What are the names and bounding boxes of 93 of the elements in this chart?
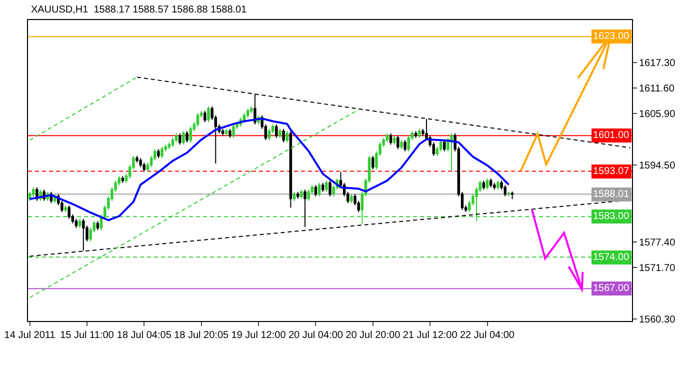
candlestick (482, 180, 486, 190)
candlestick (507, 191, 510, 197)
candlestick (275, 124, 278, 138)
candlestick (392, 135, 396, 146)
candlestick (414, 130, 418, 138)
candlestick (207, 106, 210, 123)
candlestick (232, 124, 235, 138)
candlestick (246, 108, 250, 118)
candlestick (289, 130, 292, 208)
candlestick (304, 189, 306, 228)
candlestick (350, 194, 353, 204)
candlestick (296, 191, 300, 200)
y-tick-label: 1577.40 (639, 237, 676, 248)
candlestick (32, 186, 35, 197)
x-tick-label: 15 Jul 11:00 (60, 330, 114, 341)
candlestick (439, 140, 442, 152)
candlestick (189, 126, 192, 143)
candlestick (328, 180, 332, 197)
candlestick (489, 178, 492, 188)
ref-line-label: 1583.00 (593, 211, 630, 222)
candlestick (404, 140, 406, 152)
candlestick (442, 140, 446, 152)
candlestick (228, 128, 232, 138)
candlestick (386, 132, 389, 143)
candlestick (224, 128, 228, 136)
candlestick (74, 218, 78, 228)
candlestick (78, 218, 82, 228)
candlestick (292, 191, 296, 202)
y-tick-label: 1605.90 (639, 109, 676, 120)
x-tick-label: 18 Jul 04:05 (116, 330, 172, 341)
candlestick (372, 155, 374, 170)
candlestick (396, 135, 400, 150)
chart-title: XAUUSD,H1 1588.17 1588.57 1586.88 1588.01 (30, 4, 248, 16)
candlestick (121, 176, 124, 184)
x-tick-label: 20 Jul 20:00 (346, 330, 401, 341)
ref-line-label: 1623.00 (593, 31, 630, 42)
candlestick (389, 132, 392, 146)
ref-line-label: 1567.00 (593, 283, 630, 294)
candlestick (174, 132, 178, 143)
candlestick (510, 191, 514, 200)
y-tick-label: 1560.30 (639, 314, 676, 326)
candlestick (321, 182, 324, 192)
candlestick (142, 162, 146, 172)
candlestick (496, 180, 500, 190)
candlestick (286, 130, 288, 143)
candlestick (136, 155, 138, 164)
candlestick (314, 184, 318, 197)
x-tick-label: 19 Jul 12:00 (231, 330, 286, 341)
candlestick (171, 137, 174, 148)
y-tick-label: 1571.70 (639, 262, 676, 274)
candlestick (186, 130, 188, 143)
candlestick (139, 158, 142, 168)
candlestick (282, 128, 285, 143)
candlestick (300, 189, 303, 200)
candlestick (178, 132, 182, 146)
candlestick (504, 184, 506, 197)
candlestick (486, 178, 489, 190)
candlestick (418, 128, 421, 138)
y-tick-label: 1617.30 (639, 58, 676, 69)
ref-line-label: 1601.00 (593, 130, 630, 141)
candlestick (307, 189, 310, 202)
candlestick (168, 142, 171, 150)
candlestick (64, 204, 67, 213)
candlestick (160, 146, 164, 159)
candlestick (450, 132, 453, 171)
candlestick (400, 140, 403, 150)
x-tick-label: 22 Jul 04:00 (460, 330, 515, 341)
candlestick (325, 180, 328, 192)
candlestick (254, 94, 256, 125)
x-tick-label: 18 Jul 20:05 (174, 330, 230, 341)
x-tick-label: 21 Jul 12:00 (402, 330, 458, 341)
candlestick (68, 204, 70, 220)
line-series (28, 118, 510, 222)
candlestick (196, 112, 200, 128)
x-tick-label: 14 Jul 2011 (4, 330, 56, 341)
candlestick (96, 220, 100, 231)
candlestick (182, 130, 185, 146)
candlestick (157, 148, 160, 159)
candlestick (318, 182, 321, 197)
candlestick (278, 128, 282, 138)
candlestick (221, 128, 224, 136)
y-tick-label: 1611.60 (639, 83, 675, 94)
candlestick (268, 128, 271, 141)
ref-line-label: 1588.01 (593, 189, 630, 200)
candlestick (493, 182, 496, 190)
y-tick-label: 1594.50 (639, 160, 676, 172)
candlestick (82, 218, 85, 252)
candlestick (407, 135, 410, 152)
ref-line-label: 1593.07 (593, 166, 630, 177)
candlestick (204, 110, 206, 123)
x-tick-label: 20 Jul 04:00 (288, 330, 344, 341)
ref-line-label: 1574.00 (593, 252, 630, 263)
candlestick (250, 106, 253, 114)
